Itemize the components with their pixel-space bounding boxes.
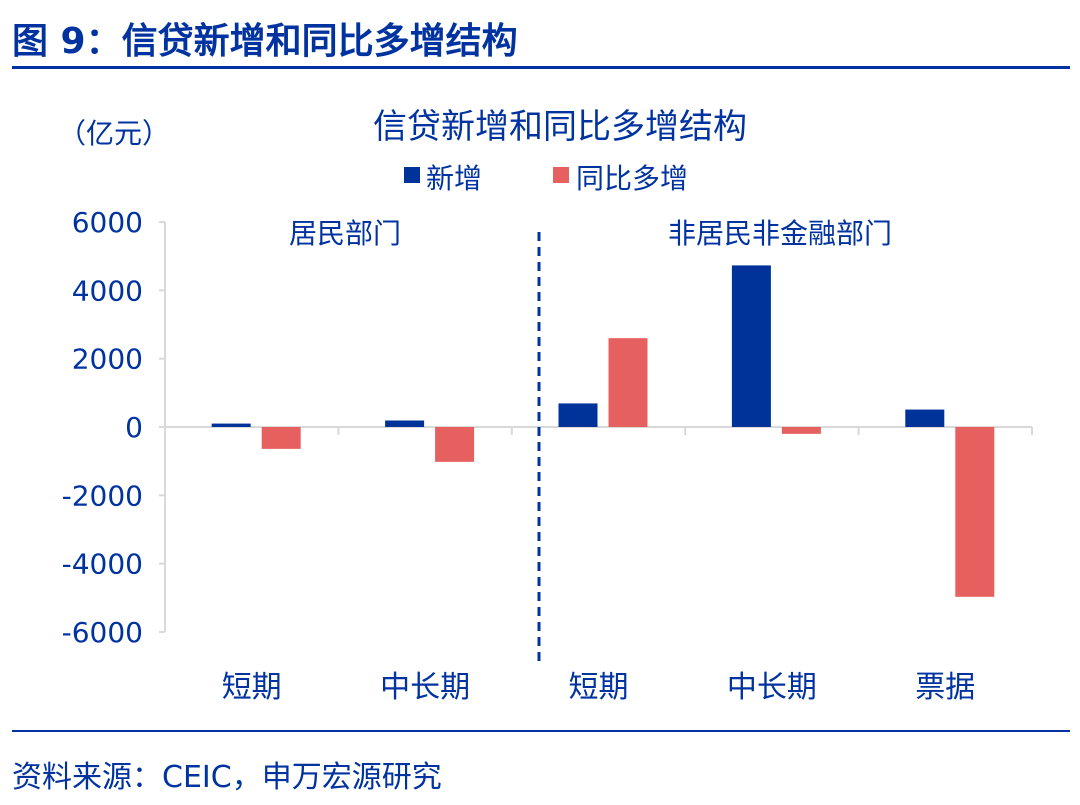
source-note: 资料来源：CEIC，申万宏源研究 bbox=[12, 760, 442, 795]
group-label-corporate: 非居民非金融部门 bbox=[668, 217, 892, 250]
legend-label-new: 新增 bbox=[426, 162, 482, 195]
legend-swatch-new bbox=[404, 167, 420, 183]
bar-yoy-2 bbox=[608, 338, 648, 427]
y-tick-label: 0 bbox=[125, 411, 143, 444]
y-tick-label: 6000 bbox=[72, 206, 143, 239]
bottom-rule bbox=[12, 730, 1070, 732]
bar-new-1 bbox=[385, 420, 425, 427]
bar-new-2 bbox=[558, 403, 598, 427]
bar-yoy-0 bbox=[261, 427, 301, 449]
bar-new-3 bbox=[731, 265, 771, 427]
y-axis-label: （亿元） bbox=[58, 117, 170, 150]
y-tick-label: -2000 bbox=[62, 479, 143, 512]
bar-yoy-4 bbox=[955, 427, 995, 597]
x-tick-label: 短期 bbox=[222, 670, 282, 705]
x-tick-label: 中长期 bbox=[727, 670, 817, 705]
y-tick-label: 2000 bbox=[72, 343, 143, 376]
x-tick-label: 票据 bbox=[915, 670, 975, 705]
chart-title: 信贷新增和同比多增结构 bbox=[373, 107, 747, 147]
legend: 新增 同比多增 bbox=[404, 162, 688, 195]
x-tick-label: 短期 bbox=[569, 670, 629, 705]
bar-yoy-3 bbox=[781, 427, 821, 434]
x-tick-label: 中长期 bbox=[380, 670, 470, 705]
bar-new-0 bbox=[211, 423, 251, 427]
group-label-household: 居民部门 bbox=[289, 217, 401, 250]
legend-swatch-yoy bbox=[553, 167, 569, 183]
legend-label-yoy: 同比多增 bbox=[576, 162, 688, 195]
y-tick-label: 4000 bbox=[72, 274, 143, 307]
y-tick-label: -6000 bbox=[62, 616, 143, 649]
top-rule bbox=[12, 66, 1070, 69]
bar-yoy-1 bbox=[435, 427, 475, 462]
bar-new-4 bbox=[905, 409, 945, 427]
y-tick-label: -4000 bbox=[62, 548, 143, 581]
figure-title: 图 9：信贷新增和同比多增结构 bbox=[12, 21, 518, 62]
